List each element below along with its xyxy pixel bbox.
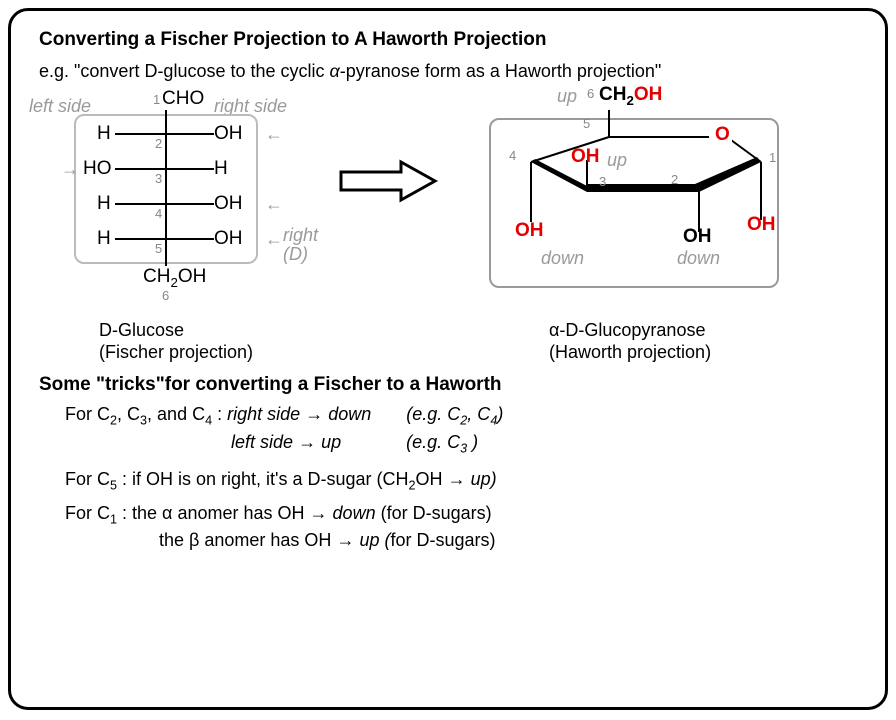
subtitle: e.g. "convert D-glucose to the cyclic α-…: [39, 61, 857, 82]
row3-line: [115, 168, 215, 170]
t2-left: left side: [231, 432, 293, 452]
fischer-caption: D-Glucose (Fischer projection): [99, 320, 253, 363]
c1-num: 1: [153, 92, 160, 107]
row2-arrow: ←: [265, 124, 283, 145]
diagram-area: left side right side 1 CHO H OH 2 ← HO H…: [39, 88, 857, 368]
trick-line-4: For C1 : the α anomer has OH → down (for…: [65, 503, 857, 527]
row4-num: 4: [155, 206, 162, 221]
h-num4: 4: [509, 148, 516, 163]
reaction-arrow-icon: [339, 158, 439, 204]
row5-right: OH: [214, 228, 243, 250]
tricks-section: Some "tricks"for converting a Fischer to…: [39, 374, 857, 551]
title: Converting a Fischer Projection to A Haw…: [39, 29, 857, 51]
tricks-heading: Some "tricks"for converting a Fischer to…: [39, 374, 857, 396]
c6-sub: 2: [170, 275, 177, 290]
right-d-2: (D): [283, 244, 308, 264]
h-num2: 2: [671, 172, 678, 187]
t5a: the β anomer has OH: [159, 530, 331, 550]
t1-down: down: [328, 404, 371, 424]
t1b: , C: [117, 404, 140, 424]
t2eg2: ): [467, 432, 478, 452]
t4b: : the α anomer has OH: [117, 503, 305, 523]
t3oh: OH: [416, 469, 443, 489]
h-num1: 1: [769, 150, 776, 165]
content-frame: Converting a Fischer Projection to A Haw…: [8, 8, 888, 710]
row4-left: H: [97, 193, 111, 215]
trick-line-1: For C2, C3, and C4 : right side → down (…: [65, 404, 857, 428]
row2-num: 2: [155, 136, 162, 151]
trick-line-3: For C5 : if OH is on right, it's a D-sug…: [65, 469, 857, 493]
c6-ch: CH: [143, 266, 170, 287]
fischer-projection: 1 CHO H OH 2 ← HO H 3 → H OH 4 ← H OH: [59, 88, 319, 348]
row2-right: OH: [214, 123, 243, 145]
t5-arr: →: [336, 530, 354, 550]
row4-arrow: ←: [265, 194, 283, 215]
ring-o: O: [713, 124, 732, 146]
oh-c3: OH: [571, 146, 600, 168]
h-num6: 6: [587, 86, 594, 101]
t4-note: (for D-sugars): [376, 503, 492, 523]
up-c3: up: [607, 150, 627, 171]
t1-eg: (e.g. C2, C4): [406, 404, 503, 424]
row5-line: [115, 238, 215, 240]
t3-arr: →: [448, 469, 466, 489]
c1-cho: CHO: [161, 88, 205, 110]
t3b: : if OH is on right, it's a D-sugar (CH: [117, 469, 409, 489]
right-d-1: right: [283, 225, 318, 245]
row5-left: H: [97, 228, 111, 250]
t1c: , and C: [147, 404, 205, 424]
alpha: α: [330, 61, 340, 81]
fischer-cap2: (Fischer projection): [99, 342, 253, 362]
row3-left: HO: [83, 158, 112, 180]
t3a: For C: [65, 469, 110, 489]
row3-num: 3: [155, 171, 162, 186]
t2-up: up: [321, 432, 341, 452]
t1eg2: ): [497, 404, 503, 424]
t3-up: up): [471, 469, 497, 489]
down-c2: down: [677, 248, 720, 269]
row2-line: [115, 133, 215, 135]
t1-arr: →: [305, 404, 323, 424]
down-c4: down: [541, 248, 584, 269]
haworth-projection: up 6 CH2OH: [459, 88, 799, 348]
fischer-cap1: D-Glucose: [99, 320, 184, 340]
subtitle-pre: e.g. "convert D-glucose to the cyclic: [39, 61, 330, 81]
c6-num: 6: [162, 288, 169, 303]
haworth-caption: α-D-Glucopyranose (Haworth projection): [549, 320, 711, 363]
row3-arrow: →: [61, 159, 79, 180]
haworth-cap2: (Haworth projection): [549, 342, 711, 362]
t5-up: up (: [359, 530, 390, 550]
t1eg1: (e.g. C: [406, 404, 460, 424]
t1a: For C: [65, 404, 110, 424]
c6: CH2OH: [141, 266, 208, 290]
t5-note: for D-sugars): [391, 530, 496, 550]
oh-c1: OH: [747, 214, 776, 236]
t4-down: down: [333, 503, 376, 523]
row5-num: 5: [155, 241, 162, 256]
row2-left: H: [97, 123, 111, 145]
t2-eg: (e.g. C3 ): [406, 432, 478, 452]
t4-arr: →: [310, 503, 328, 523]
oh-c2: OH: [683, 226, 712, 248]
c6-oh: OH: [178, 266, 207, 287]
t1-right: right side: [227, 404, 300, 424]
row3-right: H: [214, 158, 228, 180]
t2eg1: (e.g. C: [406, 432, 460, 452]
right-d-label: right (D): [283, 226, 318, 264]
row4-line: [115, 203, 215, 205]
row5-arrow: ←: [265, 229, 283, 250]
haworth-cap1: α-D-Glucopyranose: [549, 320, 705, 340]
trick-line-2: left side → up (e.g. C3 ): [231, 432, 857, 456]
trick-line-5: the β anomer has OH → up (for D-sugars): [159, 530, 857, 551]
oh-c4: OH: [515, 220, 544, 242]
row4-right: OH: [214, 193, 243, 215]
h-num5: 5: [583, 116, 590, 131]
t4a: For C: [65, 503, 110, 523]
h-num3: 3: [599, 174, 606, 189]
t2-arr: →: [298, 432, 316, 452]
subtitle-suf: -pyranose form as a Haworth projection": [340, 61, 662, 81]
